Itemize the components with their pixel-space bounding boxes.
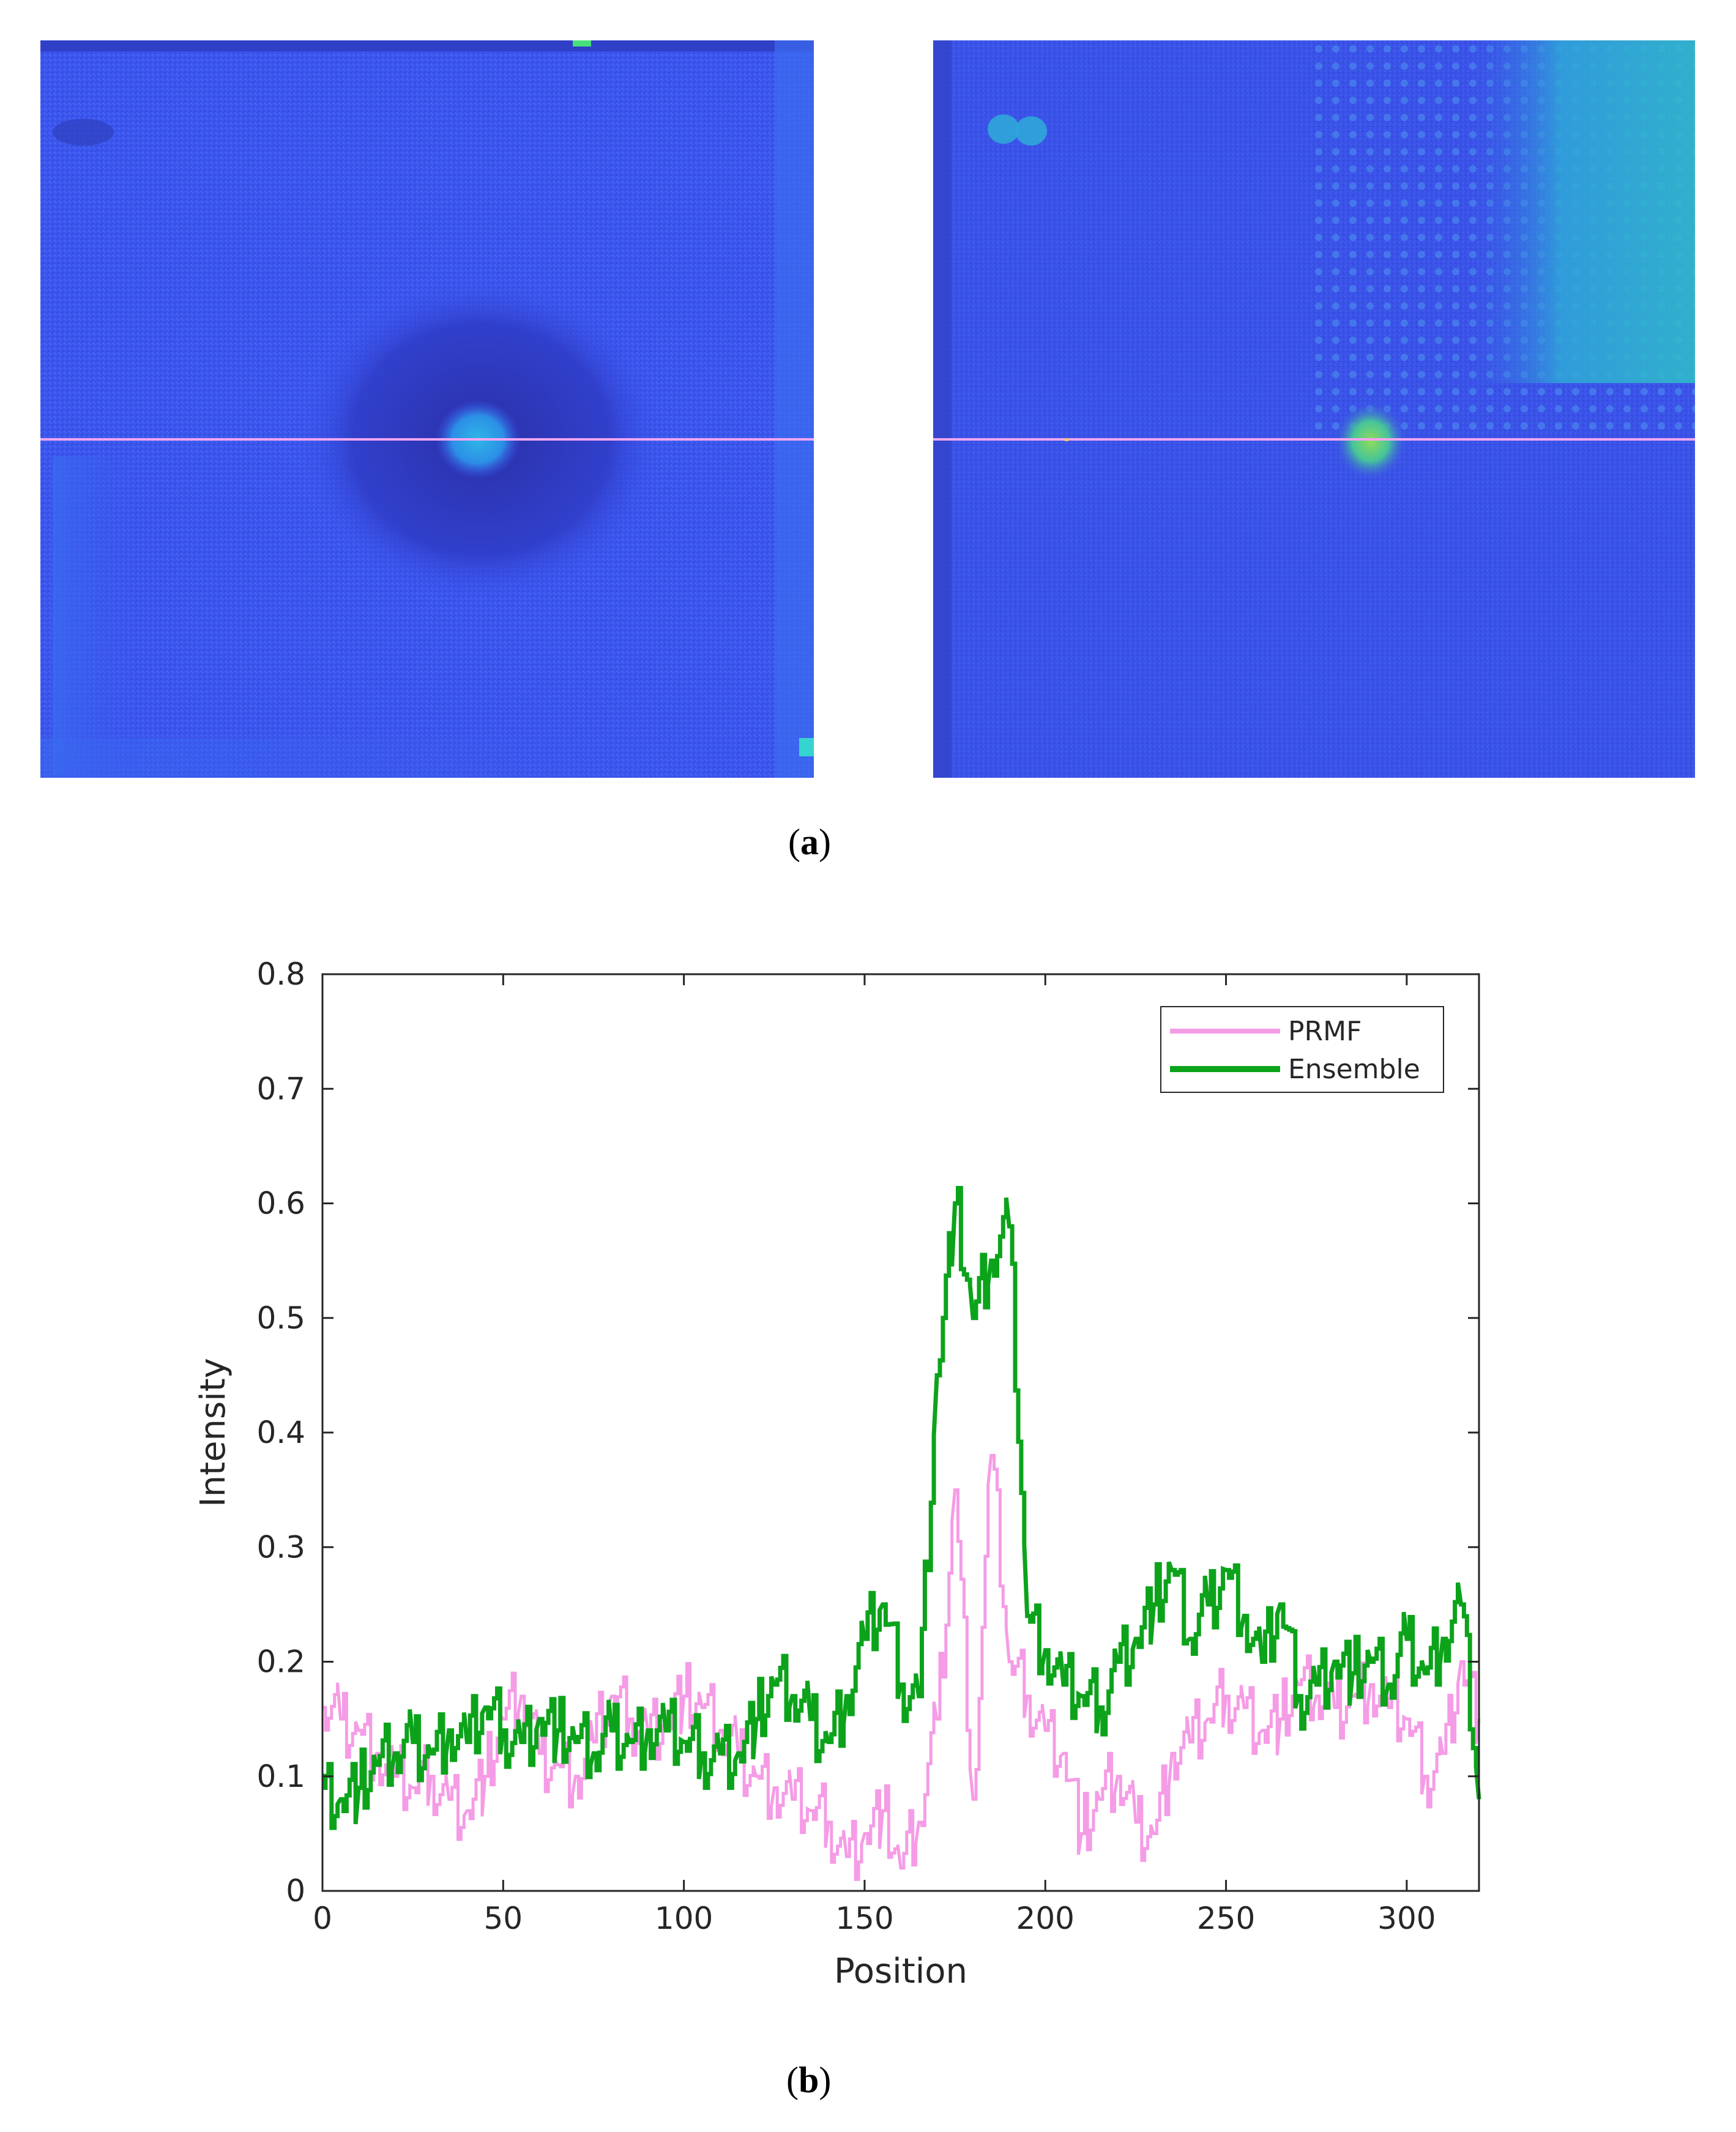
legend: PRMF Ensemble [1160, 1006, 1444, 1093]
y-tick-label: 0.5 [256, 1300, 305, 1336]
y-tick-label: 0.3 [256, 1529, 305, 1565]
x-tick-label: 50 [484, 1901, 523, 1936]
bright-spot [1334, 401, 1407, 481]
y-tick-label: 0 [286, 1873, 305, 1909]
series-line-ensemble [322, 1186, 1481, 1830]
line-chart: 0 50 100 150 200 250 300 0 0.1 0.2 0.3 0.4 0.5 0.6 0.7… [193, 956, 1481, 1991]
series-group [322, 1186, 1481, 1881]
x-tick-label: 150 [835, 1901, 893, 1936]
panel-a-caption: (a) [788, 822, 831, 862]
scan-line [933, 438, 1695, 441]
panel-b-caption: (b) [786, 2060, 832, 2100]
legend-label-ensemble: Ensemble [1288, 1054, 1420, 1085]
x-axis-title: Position [834, 1951, 967, 1991]
x-tick-label: 250 [1197, 1901, 1255, 1936]
y-tick-label: 0.2 [256, 1644, 305, 1680]
y-tick-label: 0.4 [256, 1415, 305, 1450]
x-tick-label: 100 [655, 1901, 713, 1936]
legend-box [1160, 1006, 1444, 1093]
y-tick-label: 0.8 [256, 956, 305, 992]
legend-label-prmf: PRMF [1288, 1016, 1362, 1047]
heatmap-left-image [40, 40, 814, 778]
scan-line [40, 438, 814, 441]
y-tick-label: 0.6 [256, 1186, 305, 1221]
x-tick-label: 300 [1377, 1901, 1436, 1936]
series-line-prmf [322, 1453, 1481, 1881]
heatmap-right-image [933, 40, 1706, 778]
y-tick-label: 0.7 [256, 1071, 305, 1106]
y-axis-title: Intensity [193, 1358, 233, 1507]
y-tick-label: 0.1 [256, 1759, 305, 1794]
axes-group: 0 50 100 150 200 250 300 0 0.1 0.2 0.3 0.4 0.5 0.6 0.7… [193, 956, 1480, 1991]
x-tick-label: 200 [1016, 1901, 1075, 1936]
x-tick-label: 0 [313, 1901, 332, 1936]
